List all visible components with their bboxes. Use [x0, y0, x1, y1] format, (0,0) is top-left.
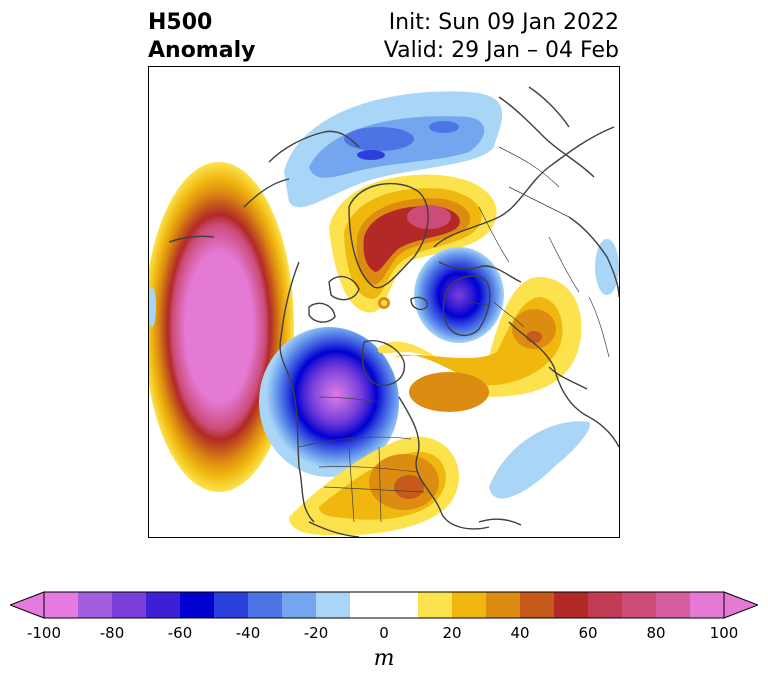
colorbar-segment: [554, 592, 589, 618]
colorbar: [10, 591, 758, 619]
anomaly-map: [149, 86, 619, 537]
atlantic-negative-anomaly: [489, 421, 590, 499]
colorbar-segment: [112, 592, 147, 618]
colorbar-tick-labels: -100 -80 -60 -40 -20 0 20 40 60 80 100: [0, 624, 768, 646]
pacific-positive-anomaly: [149, 162, 294, 492]
title-variable: H500: [148, 10, 213, 35]
colorbar-tick-label: 100: [709, 624, 739, 642]
colorbar-tick-label: 60: [578, 624, 598, 642]
eurasia-small-negative: [595, 239, 619, 295]
colorbar-segment: [520, 592, 555, 618]
colorbar-tick-label: -40: [235, 624, 261, 642]
chart-title-left: H500 Anomaly: [148, 9, 255, 65]
colorbar-segment: [316, 592, 351, 618]
colorbar-segment: [282, 592, 317, 618]
colorbar-segment: [588, 592, 623, 618]
colorbar-segment: [78, 592, 113, 618]
title-valid-period: Valid: 29 Jan – 04 Feb: [383, 38, 619, 63]
colorbar-segment: [146, 592, 181, 618]
colorbar-min-extension: [10, 591, 45, 619]
colorbar-segments: [44, 592, 725, 618]
colorbar-segment: [44, 592, 79, 618]
colorbar-segment: [486, 592, 521, 618]
colorbar-max-extension: [723, 591, 758, 619]
atlantic-positive-anomaly: [378, 277, 582, 412]
colorbar-outline: [43, 591, 725, 619]
colorbar-segment: [452, 592, 487, 618]
scandinavia-negative-anomaly: [414, 247, 504, 343]
chart-title-right: Init: Sun 09 Jan 2022 Valid: 29 Jan – 04…: [384, 9, 619, 65]
arctic-positive-anomaly: [329, 174, 497, 313]
colorbar-segment: [656, 592, 691, 618]
map-panel: [148, 66, 620, 538]
colorbar-tick-label: -60: [167, 624, 193, 642]
colorbar-tick-label: -20: [303, 624, 329, 642]
coastlines: [168, 86, 619, 537]
title-init-time: Init: Sun 09 Jan 2022: [388, 10, 619, 35]
colorbar-segment: [180, 592, 215, 618]
colorbar-segment: [690, 592, 725, 618]
colorbar-segment: [248, 592, 283, 618]
colorbar-segment: [418, 592, 453, 618]
colorbar-tick-label: 20: [442, 624, 462, 642]
colorbar-segment: [214, 592, 249, 618]
colorbar-tick-label: -80: [99, 624, 125, 642]
colorbar-segment: [350, 592, 419, 618]
title-anomaly: Anomaly: [148, 38, 256, 63]
colorbar-tick-label: 80: [646, 624, 666, 642]
colorbar-unit-label: m: [373, 646, 395, 671]
colorbar-tick-label: -100: [26, 624, 62, 642]
country-borders: [298, 146, 610, 523]
pacific-edge-negative: [149, 287, 156, 327]
colorbar-tick-label: 0: [379, 624, 389, 642]
colorbar-segment: [622, 592, 657, 618]
siberia-negative-anomaly: [284, 91, 503, 208]
colorbar-tick-label: 40: [510, 624, 530, 642]
canada-negative-anomaly: [259, 327, 399, 477]
